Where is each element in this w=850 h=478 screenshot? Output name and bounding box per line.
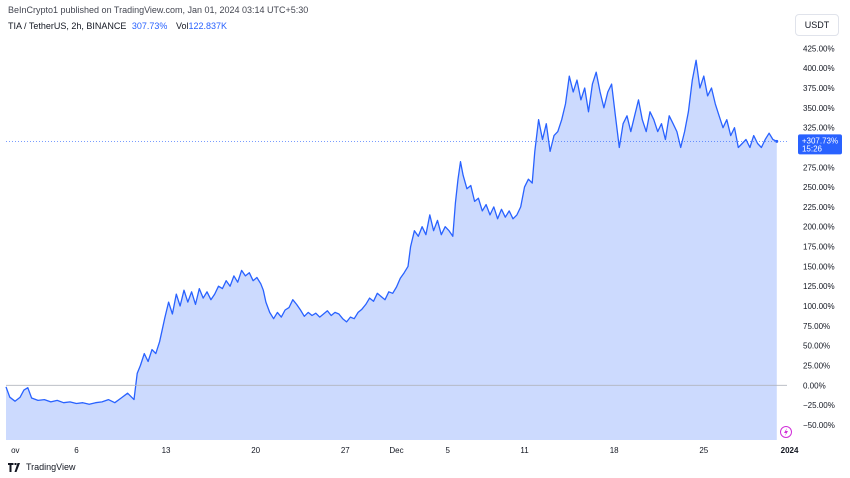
y-tick-label: 125.00% <box>803 282 835 291</box>
lightning-icon[interactable] <box>780 426 792 438</box>
volume-value: 122.837K <box>188 21 228 31</box>
x-tick-label: 11 <box>520 446 529 455</box>
volume-label: Vol <box>175 21 189 31</box>
y-tick-label: 25.00% <box>803 361 830 370</box>
y-tick-label: 400.00% <box>803 64 835 73</box>
y-tick-label: 275.00% <box>803 163 835 172</box>
x-axis: ov 6 13 20 27 Dec 5 11 18 25 2024 <box>11 446 799 455</box>
footer: TradingView <box>8 462 76 472</box>
publisher-line: BeInCrypto1 published on TradingView.com… <box>8 5 309 15</box>
y-tick-label: 75.00% <box>803 322 830 331</box>
y-tick-label: 375.00% <box>803 84 835 93</box>
last-point <box>775 139 779 143</box>
tradingview-logo-icon <box>8 462 20 472</box>
change-value: 307.73% <box>131 21 168 31</box>
x-tick-label: 25 <box>699 446 708 455</box>
lightning-bolt <box>784 428 788 436</box>
y-tick-label: 50.00% <box>803 342 830 351</box>
x-tick-label: 18 <box>610 446 619 455</box>
x-tick-label: 13 <box>162 446 171 455</box>
symbol-legend: TIA / TetherUS, 2h, BINANCE 307.73% Vol1… <box>8 21 227 31</box>
x-tick-label: ov <box>11 446 19 455</box>
price-line <box>5 59 778 405</box>
area-fill <box>6 60 777 441</box>
y-tick-label: 325.00% <box>803 124 835 133</box>
y-tick-label: −25.00% <box>803 401 835 410</box>
y-tick-label: 425.00% <box>803 44 835 53</box>
x-tick-label: 6 <box>74 446 79 455</box>
price-tag-countdown: 15:26 <box>802 144 823 153</box>
y-tick-label: 250.00% <box>803 183 835 192</box>
x-tick-label: 2024 <box>781 446 799 455</box>
y-axis: 425.00%400.00%375.00%350.00%325.00%300.0… <box>803 44 835 430</box>
price-tag-value: +307.73% <box>802 136 838 145</box>
y-tick-label: 200.00% <box>803 223 835 232</box>
y-tick-label: −50.00% <box>803 421 835 430</box>
symbol-name[interactable]: TIA / TetherUS, 2h, BINANCE <box>8 21 127 31</box>
price-tag-box <box>798 134 842 155</box>
y-tick-label: 0.00% <box>803 381 826 390</box>
x-tick-label: 27 <box>341 446 350 455</box>
currency-button[interactable]: USDT <box>795 14 839 36</box>
y-tick-label: 350.00% <box>803 104 835 113</box>
y-tick-label: 100.00% <box>803 302 835 311</box>
x-tick-label: 5 <box>445 446 450 455</box>
y-tick-label: 225.00% <box>803 203 835 212</box>
y-tick-label: 150.00% <box>803 262 835 271</box>
x-tick-label: 20 <box>251 446 260 455</box>
price-tag: +307.73%15:26 <box>798 134 842 155</box>
x-tick-label: Dec <box>389 446 403 455</box>
footer-brand: TradingView <box>26 462 76 472</box>
y-tick-label: 175.00% <box>803 243 835 252</box>
